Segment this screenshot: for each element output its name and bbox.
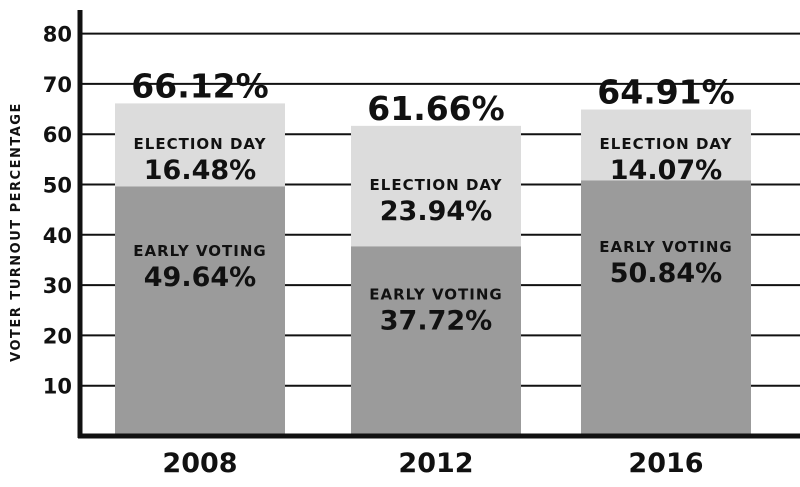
- y-tick-labels: 10 20 30 40 50 60 70 80: [43, 23, 72, 399]
- segment-name-election-day-2008: ELECTION DAY: [134, 135, 267, 153]
- y-tick-20: 20: [43, 324, 72, 348]
- segment-name-early-voting-2012: EARLY VOTING: [369, 285, 503, 303]
- axes: [77, 10, 800, 439]
- y-tick-40: 40: [43, 224, 72, 248]
- bar-election-day-2012: [351, 125, 521, 247]
- y-tick-80: 80: [43, 23, 72, 47]
- bar-election-day-2008: [115, 103, 285, 187]
- bar-early-voting-2016: [581, 180, 751, 436]
- segment-name-election-day-2016: ELECTION DAY: [600, 135, 733, 153]
- total-label-2008: 66.12%: [131, 66, 268, 105]
- segment-name-election-day-2012: ELECTION DAY: [370, 176, 503, 194]
- x-category-2012: 2012: [398, 448, 473, 479]
- y-tick-60: 60: [43, 123, 72, 147]
- x-category-2016: 2016: [628, 448, 703, 479]
- x-category-2008: 2008: [162, 448, 237, 479]
- data-labels: 66.12% EARLY VOTING 49.64% ELECTION DAY 16.4…: [131, 66, 734, 336]
- segment-value-early-voting-2012: 37.72%: [380, 305, 492, 336]
- total-label-2016: 64.91%: [597, 73, 734, 112]
- segment-name-early-voting-2016: EARLY VOTING: [599, 238, 733, 256]
- total-label-2012: 61.66%: [367, 89, 504, 128]
- y-tick-30: 30: [43, 274, 72, 298]
- segment-value-early-voting-2008: 49.64%: [144, 262, 256, 293]
- bar-election-day-2016: [581, 109, 751, 181]
- bars: [115, 103, 751, 436]
- segment-name-early-voting-2008: EARLY VOTING: [133, 242, 267, 260]
- segment-value-early-voting-2016: 50.84%: [610, 258, 722, 289]
- bar-early-voting-2012: [351, 246, 521, 436]
- segment-value-election-day-2016: 14.07%: [610, 155, 722, 186]
- segment-value-election-day-2012: 23.94%: [380, 196, 492, 227]
- segment-value-election-day-2008: 16.48%: [144, 155, 256, 186]
- y-axis-label: VOTER TURNOUT PERCENTAGE: [9, 102, 24, 362]
- y-tick-70: 70: [43, 73, 72, 97]
- x-category-labels: 2008 2012 2016: [162, 448, 703, 479]
- y-tick-10: 10: [43, 375, 72, 399]
- y-tick-50: 50: [43, 174, 72, 198]
- bar-early-voting-2008: [115, 186, 285, 436]
